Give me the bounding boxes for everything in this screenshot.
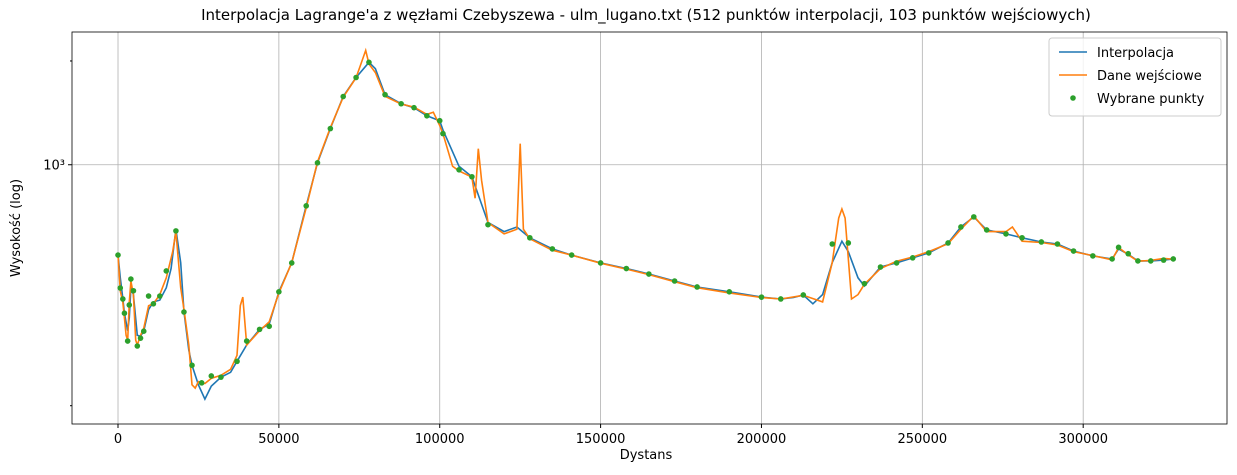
x-tick-label: 50000 [258, 432, 299, 447]
point [150, 301, 157, 307]
point [1160, 257, 1167, 263]
point [140, 328, 147, 334]
legend-marker [1070, 95, 1076, 101]
point [163, 268, 170, 274]
point [1019, 234, 1025, 241]
point [646, 271, 652, 277]
point [1135, 258, 1141, 264]
point [1003, 231, 1009, 237]
point [829, 241, 836, 247]
point [411, 104, 417, 111]
point [234, 358, 240, 365]
x-axis-label: Dystans [620, 448, 673, 463]
point [877, 264, 884, 270]
legend-label: Dane wejściowe [1097, 69, 1202, 84]
point [382, 91, 388, 98]
point [198, 380, 205, 386]
point [130, 287, 137, 294]
point [1090, 253, 1096, 259]
x-tick-label: 150000 [576, 432, 626, 447]
point [726, 289, 733, 295]
point [861, 280, 868, 287]
point [276, 289, 282, 295]
point [958, 224, 964, 230]
point [456, 166, 462, 173]
x-tick-label: 300000 [1058, 432, 1108, 447]
point [314, 160, 321, 166]
x-tick-label: 0 [114, 432, 122, 447]
point [485, 221, 491, 228]
point [145, 293, 152, 299]
point [117, 285, 124, 291]
point [126, 302, 133, 308]
point [1125, 250, 1132, 257]
point [1054, 241, 1061, 247]
point [440, 130, 446, 137]
point [243, 338, 250, 344]
point [181, 309, 187, 315]
point [1170, 256, 1177, 262]
point [597, 260, 604, 266]
point [1070, 248, 1077, 254]
legend-label: Wybrane punkty [1097, 92, 1205, 107]
point [436, 117, 443, 124]
point [469, 173, 475, 180]
point [137, 335, 144, 341]
y-tick-label: 10³ [43, 159, 65, 174]
point [366, 59, 372, 66]
point [157, 293, 163, 299]
point [121, 310, 128, 317]
plot-area [115, 47, 1177, 401]
chart-title: Interpolacja Lagrange'a z węzłami Czebys… [201, 6, 1091, 25]
point [340, 93, 347, 100]
point [777, 296, 784, 302]
point [549, 246, 556, 252]
point [1147, 258, 1154, 264]
point [218, 374, 224, 380]
point [1038, 239, 1045, 245]
point [893, 260, 900, 266]
point [971, 214, 977, 220]
point [173, 228, 179, 234]
point [527, 234, 533, 241]
x-tick-label: 250000 [898, 432, 948, 447]
point [694, 284, 700, 290]
y-axis-label: Wysokość (log) [9, 179, 24, 277]
point [353, 74, 359, 81]
line [117, 47, 1174, 390]
point [909, 255, 916, 261]
point [424, 112, 430, 119]
point [398, 100, 404, 107]
x-tick-label: 100000 [415, 432, 465, 447]
plot-frame [71, 31, 1228, 425]
point [303, 203, 310, 209]
point [124, 338, 131, 344]
point [845, 240, 852, 246]
point [945, 240, 951, 246]
point [208, 373, 215, 379]
point [983, 227, 990, 233]
point [568, 252, 575, 258]
point [120, 296, 126, 302]
point [134, 343, 141, 349]
point [925, 250, 932, 256]
point [327, 125, 334, 132]
point [1115, 244, 1122, 251]
point [758, 294, 765, 300]
x-tick-label: 200000 [737, 432, 787, 447]
point [671, 278, 678, 284]
point [800, 292, 807, 298]
point [115, 252, 121, 258]
point [288, 260, 295, 266]
point [1109, 256, 1115, 262]
point [128, 276, 134, 282]
legend-box [1048, 37, 1222, 117]
point [623, 265, 630, 272]
point [256, 326, 263, 333]
legend-label: Interpolacja [1097, 46, 1174, 61]
point [189, 362, 195, 369]
point [266, 323, 273, 330]
